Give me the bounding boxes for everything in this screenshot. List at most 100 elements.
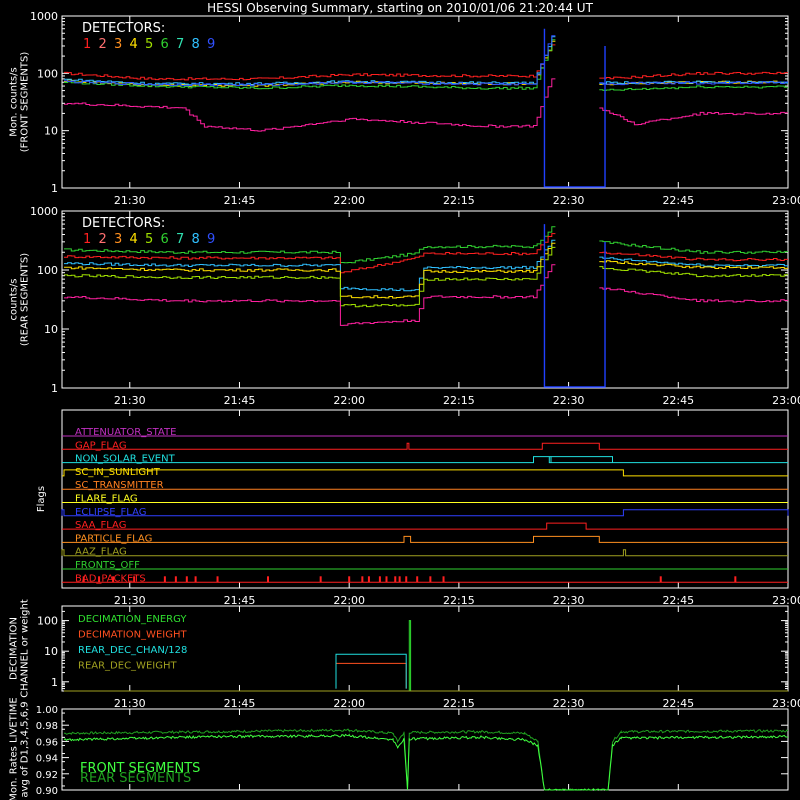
front-panel-frame <box>61 15 789 189</box>
rear-panel-series-5-after <box>599 266 788 278</box>
decimation-panel-ytick-label: 1 <box>51 676 58 689</box>
flag-line-saa-flag <box>62 522 788 530</box>
flag-label-eclipse-flag: ECLIPSE_FLAG <box>75 507 146 518</box>
front-panel-ytick-label: 100 <box>37 67 58 80</box>
livetime-panel-ylabel-line: Mon. Rates LIVETIME <box>9 697 20 800</box>
front-panel-ylabel-line: (FRONT SEGMENTS) <box>20 52 31 153</box>
rear-panel-ytick-label: 10 <box>44 323 58 336</box>
flag-line-particle-flag <box>62 535 788 543</box>
decimation-series-2 <box>335 653 407 689</box>
decimation-panel-xtick-label: 22:15 <box>443 697 475 710</box>
front-panel-series-6-after <box>599 85 788 91</box>
livetime-series-1 <box>63 728 789 791</box>
rear-panel-legend-3: 3 <box>114 232 122 247</box>
decimation-series-1 <box>335 662 407 689</box>
livetime-panel-frame <box>61 708 789 791</box>
decimation-panel-xtick-label: 22:45 <box>662 697 694 710</box>
livetime-ytick-label: 0.92 <box>36 770 58 781</box>
front-panel-legend-5: 5 <box>145 37 153 52</box>
front-panel-series-1-after <box>599 71 788 80</box>
decimation-legend-3: REAR_DEC_WEIGHT <box>78 661 177 672</box>
front-panel-xtick-label: 23:00 <box>772 194 800 207</box>
decimation-panel-xtick-label: 22:30 <box>553 697 585 710</box>
front-panel-series-9 <box>64 35 556 87</box>
rear-panel-xtick-label: 21:30 <box>114 394 146 407</box>
flag-line-eclipse-flag <box>61 509 789 517</box>
rear-panel-legend-9: 9 <box>207 232 215 247</box>
rear-panel-legend-title: DETECTORS: <box>82 216 165 231</box>
front-panel-legend-3: 3 <box>114 37 122 52</box>
livetime-legend-0: FRONT SEGMENTS <box>80 761 200 776</box>
rear-panel-series-5 <box>64 246 556 308</box>
front-panel-legend-title: DETECTORS: <box>82 21 165 36</box>
rear-panel-xtick-label: 21:45 <box>224 394 256 407</box>
decimation-panel-xtick-label: 21:30 <box>114 697 146 710</box>
flags-panel-xtick-label: 23:00 <box>772 594 800 607</box>
rear-panel-legend-6: 6 <box>161 232 169 247</box>
rear-panel-series-4 <box>64 242 556 299</box>
rear-panel-xtick-label: 22:00 <box>333 394 365 407</box>
decimation-legend-1: DECIMATION_WEIGHT <box>78 630 187 641</box>
flag-label-flare-flag: FLARE_FLAG <box>75 494 138 505</box>
livetime-ytick-label: 0.98 <box>36 721 58 732</box>
front-panel-series-2-after <box>599 107 788 126</box>
front-panel-ylabel: Mon. counts/s (FRONT SEGMENTS) <box>9 52 31 153</box>
flags-panel-xtick-label: 22:30 <box>553 594 585 607</box>
figure-title: HESSI Observing Summary, starting on 201… <box>207 1 593 15</box>
rear-panel-series-8-after <box>599 256 788 267</box>
front-panel-series-9-after <box>599 81 788 86</box>
livetime-series-0 <box>63 733 789 791</box>
flag-label-attenuator-state: ATTENUATOR_STATE <box>75 427 176 438</box>
livetime-legend-1: REAR SEGMENTS <box>80 771 191 786</box>
front-panel-series-2 <box>64 78 556 132</box>
front-panel-series-1 <box>64 44 556 81</box>
flag-label-fronts-off: FRONTS_OFF <box>75 560 140 571</box>
flag-label-saa-flag: SAA_FLAG <box>75 520 126 531</box>
flags-panel-xtick-label: 22:00 <box>333 594 365 607</box>
front-panel-xtick-label: 22:30 <box>553 194 585 207</box>
front-panel-ytick-label: 1000 <box>30 10 58 23</box>
front-panel-legend-8: 8 <box>192 37 200 52</box>
rear-panel-ytick-label: 1 <box>51 382 58 395</box>
front-panel-legend-9: 9 <box>207 37 215 52</box>
rear-panel-ytick-label: 1000 <box>30 205 58 218</box>
decimation-panel-xtick-label: 22:00 <box>333 697 365 710</box>
flag-label-non-solar-event: NON_SOLAR_EVENT <box>75 454 176 465</box>
rear-panel-legend-1: 1 <box>83 232 91 247</box>
rear-panel-xtick-label: 22:15 <box>443 394 475 407</box>
decimation-panel-xtick-label: 23:00 <box>772 697 800 710</box>
front-panel-xtick-label: 21:45 <box>224 194 256 207</box>
rear-panel-ylabel-line: counts/s <box>9 278 20 320</box>
front-panel-xtick-label: 22:00 <box>333 194 365 207</box>
decimation-panel-ytick-label: 10 <box>44 645 58 658</box>
rear-panel-ylabel: counts/s (REAR SEGMENTS) <box>9 253 31 346</box>
rear-panel-legend-8: 8 <box>192 232 200 247</box>
front-panel-data-gap <box>543 28 606 188</box>
flags-panel-xtick-label: 21:45 <box>224 594 256 607</box>
livetime-panel-ylabel: Mon. Rates LIVETIME avg of D1,3,4,5,6,9 <box>9 697 31 800</box>
decimation-panel-ylabel-line: DECIMATION <box>9 617 20 680</box>
rear-panel-ytick-label: 100 <box>37 264 58 277</box>
rear-panel-series-8 <box>64 239 556 292</box>
rear-panel-series-6-after <box>599 240 788 254</box>
livetime-ytick-label: 0.96 <box>36 737 58 748</box>
flags-panel-frame <box>61 409 789 589</box>
flags-panel-xtick-label: 22:45 <box>662 594 694 607</box>
front-panel-xtick-label: 21:30 <box>114 194 146 207</box>
flag-line-aaz-flag <box>61 549 788 557</box>
rear-panel-legend-2: 2 <box>99 232 107 247</box>
rear-panel-series-1 <box>64 233 556 274</box>
flag-label-gap-flag: GAP_FLAG <box>75 440 127 451</box>
flags-panel-ylabel-line: Flags <box>36 486 47 512</box>
front-panel-ylabel-line: Mon. counts/s <box>9 67 20 136</box>
rear-panel-series-1-after <box>599 251 788 262</box>
rear-panel-frame <box>61 210 789 389</box>
front-panel-xtick-label: 22:15 <box>443 194 475 207</box>
flags-panel-ylabel: Flags <box>36 486 47 512</box>
flag-label-aaz-flag: AAZ_FLAG <box>75 547 127 558</box>
livetime-ytick-label: 0.90 <box>36 786 58 797</box>
flag-line-non-solar-event <box>62 456 788 464</box>
front-panel-series-6 <box>64 39 556 90</box>
rear-panel-series-2-after <box>599 287 788 303</box>
